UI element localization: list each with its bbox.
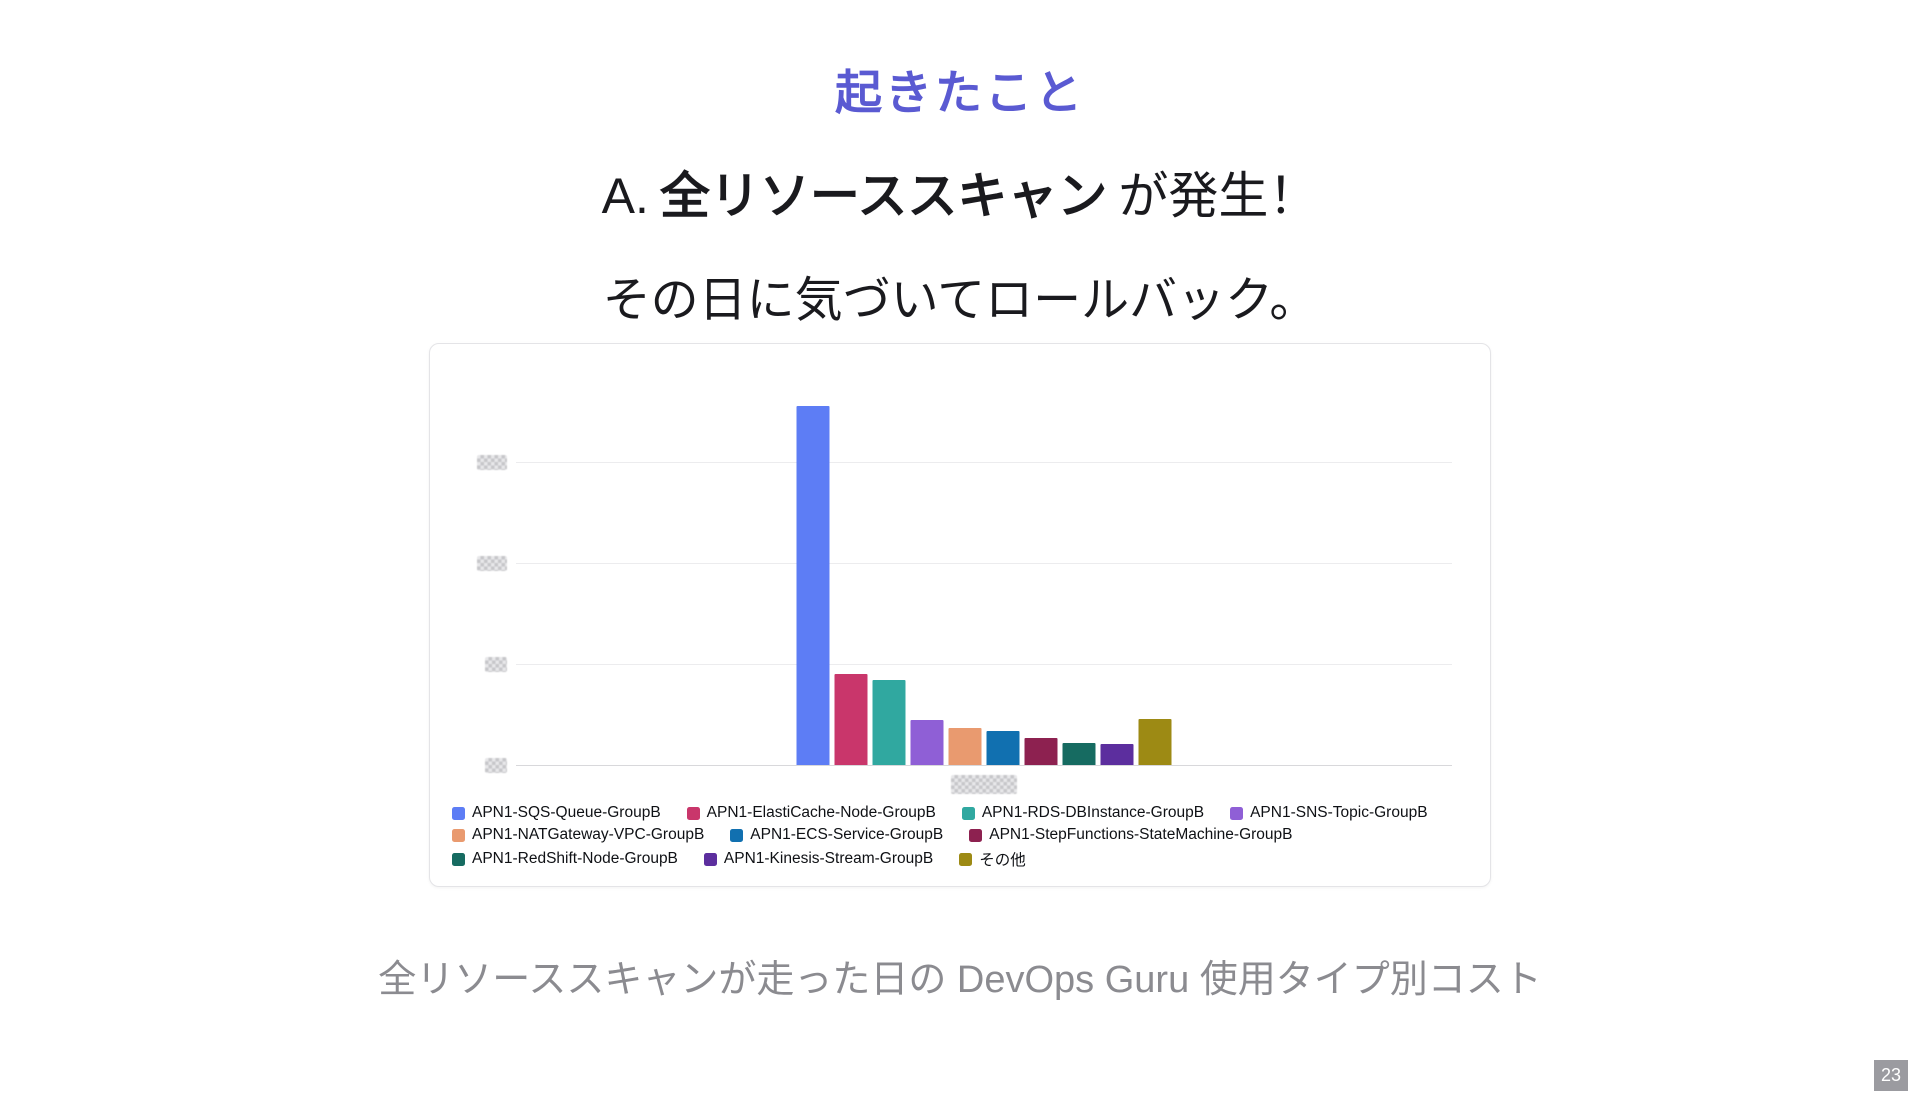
y-gridline [516, 462, 1452, 463]
headline-line2: その日に気づいてロールバック。 [602, 274, 1318, 327]
legend-row: APN1-NATGateway-VPC-GroupB APN1-ECS-Servi… [452, 826, 1428, 844]
legend-swatch [452, 852, 465, 866]
legend-label: APN1-NATGateway-VPC-GroupB [472, 826, 705, 843]
y-tick-label-redacted [477, 556, 507, 571]
headline-prefix: A. [601, 168, 649, 224]
legend-swatch [959, 852, 973, 866]
chart-legend: APN1-SQS-Queue-GroupB APN1-ElastiCache-No… [452, 804, 1428, 870]
legend-swatch [969, 828, 983, 842]
legend-label: APN1-SQS-Queue-GroupB [472, 804, 661, 821]
bar-APN1-SQS-Queue-GroupB [796, 406, 830, 765]
bar-APN1-ElastiCache-Node-GroupB [834, 674, 868, 765]
legend-swatch [452, 828, 465, 842]
legend-label: APN1-ECS-Service-GroupB [750, 826, 944, 843]
bar-APN1-NATGateway-VPC-GroupB [948, 728, 982, 765]
legend-swatch [730, 828, 744, 842]
legend-label: APN1-SNS-Topic-GroupB [1250, 804, 1428, 821]
legend-label: APN1-Kinesis-Stream-GroupB [723, 850, 934, 867]
legend-row: APN1-SQS-Queue-GroupB APN1-ElastiCache-No… [452, 804, 1428, 822]
bar-group [796, 406, 1172, 765]
legend-label: その他 [979, 852, 1026, 869]
legend-item: APN1-ElastiCache-Node-GroupB [686, 804, 936, 822]
y-tick-label-redacted [485, 657, 507, 672]
x-tick-label-redacted [951, 775, 1017, 794]
bar-APN1-RDS-DBInstance-GroupB [872, 680, 906, 765]
bar-APN1-ECS-Service-GroupB [986, 731, 1020, 765]
legend-item: APN1-StepFunctions-StateMachine-GroupB [969, 826, 1293, 844]
legend-item: APN1-RDS-DBInstance-GroupB [961, 804, 1205, 822]
bar-chart-plot [477, 366, 1452, 794]
headline-emphasis: 全リソーススキャン [659, 168, 1108, 224]
legend-label: APN1-ElastiCache-Node-GroupB [706, 804, 936, 821]
y-gridline [516, 563, 1452, 564]
bar-その他 [1138, 719, 1172, 765]
legend-label: APN1-RedShift-Node-GroupB [472, 850, 678, 867]
legend-item: APN1-SNS-Topic-GroupB [1230, 804, 1428, 822]
legend-swatch [961, 806, 975, 820]
legend-row: APN1-RedShift-Node-GroupB APN1-Kinesis-St… [452, 848, 1428, 870]
headline-line1: A. 全リソーススキャン が発生！ [0, 156, 1920, 228]
y-tick-label-redacted [477, 455, 507, 470]
legend-swatch [703, 852, 717, 866]
x-axis-baseline [516, 765, 1452, 766]
legend-item: APN1-ECS-Service-GroupB [730, 826, 943, 844]
y-tick-label-redacted [485, 758, 507, 773]
legend-item: APN1-RedShift-Node-GroupB [452, 848, 678, 870]
legend-item: APN1-SQS-Queue-GroupB [452, 804, 661, 822]
legend-label: APN1-StepFunctions-StateMachine-GroupB [989, 826, 1293, 843]
cost-chart-card: APN1-SQS-Queue-GroupB APN1-ElastiCache-No… [429, 343, 1491, 887]
bar-APN1-Kinesis-Stream-GroupB [1100, 744, 1134, 765]
slide-title: 起きたこと [835, 66, 1085, 119]
chart-caption: 全リソーススキャンが走った日の DevOps Guru 使用タイプ別コスト [378, 959, 1542, 1001]
headline-suffix: が発生！ [1118, 168, 1319, 224]
bar-APN1-SNS-Topic-GroupB [910, 720, 944, 765]
legend-swatch [452, 806, 465, 820]
legend-item: APN1-NATGateway-VPC-GroupB [452, 826, 704, 844]
legend-swatch [1230, 806, 1244, 820]
bar-APN1-RedShift-Node-GroupB [1062, 743, 1096, 765]
legend-swatch [686, 806, 700, 820]
page-number-badge: 23 [1874, 1060, 1908, 1091]
legend-item: APN1-Kinesis-Stream-GroupB [703, 848, 934, 870]
legend-item: その他 [959, 848, 1026, 870]
bar-APN1-StepFunctions-StateMachine-GroupB [1024, 738, 1058, 765]
y-gridline [516, 664, 1452, 665]
legend-label: APN1-RDS-DBInstance-GroupB [981, 804, 1205, 821]
